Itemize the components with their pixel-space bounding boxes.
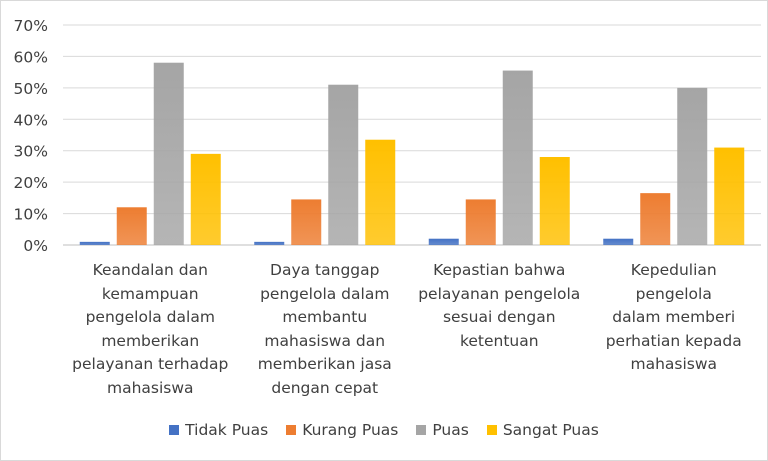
y-tick-label: 40% [14, 111, 48, 129]
x-category-label-line: pengelola dalam [260, 284, 390, 303]
bar-sangat-puas [190, 153, 221, 245]
legend-label: Tidak Puas [185, 421, 269, 439]
y-tick-label: 70% [14, 17, 48, 35]
legend-label: Puas [432, 421, 469, 439]
y-tick-label: 0% [23, 237, 48, 255]
x-category-label-line: dengan cepat [271, 378, 379, 397]
bar-tidak-puas [254, 241, 285, 245]
bar-sangat-puas [714, 147, 745, 245]
x-category-label-line: sesuai dengan [442, 308, 556, 326]
legend-label: Kurang Puas [302, 421, 399, 439]
legend-item: Kurang Puas [286, 421, 398, 439]
y-tick-label: 60% [14, 48, 48, 66]
legend-swatch [416, 425, 427, 435]
x-category-label-line: ketentuan [459, 331, 539, 350]
x-category-label-line: kemampuan [101, 284, 199, 303]
x-category-label-line: membantu [282, 308, 368, 326]
x-category-label-line: Kepedulian pengelola [630, 261, 717, 303]
bar-puas [502, 70, 533, 245]
legend-swatch [486, 425, 497, 435]
x-category-label: Keandalan dan kemampuan pengelola dalam mem… [68, 259, 233, 400]
x-category-label-line: mahasiswa dan [264, 331, 386, 350]
y-tick-label: 20% [14, 174, 48, 192]
y-tick-label: 30% [14, 143, 48, 161]
bar-tidak-puas [79, 241, 110, 245]
x-category-label-line: Kepastian bahwa [433, 261, 566, 279]
bar-kurang-puas [640, 193, 671, 245]
legend: Tidak Puas Kurang Puas Puas Sangat Puas [1, 421, 767, 439]
legend-label: Sangat Puas [502, 421, 599, 439]
x-category-label: Kepastian bahwa pelayanan pengelola sesuai… [417, 259, 582, 353]
legend-item: Sangat Puas [486, 421, 599, 439]
bar-kurang-puas [116, 207, 147, 245]
legend-swatch [169, 425, 180, 435]
bar-puas [153, 62, 184, 245]
x-category-label: Kepedulian pengelola dalam memberi perhati… [591, 259, 756, 377]
x-category-label-line: perhatian kepada [605, 331, 742, 350]
x-category-label-line: memberikan jasa [257, 355, 392, 373]
x-category-label-line: pelayanan pengelola [418, 284, 581, 303]
x-category-label-line: memberikan [101, 331, 200, 350]
x-category-label-line: Keandalan dan [92, 261, 208, 279]
x-category-label-line: mahasiswa [630, 355, 718, 373]
x-category-label-line: Daya tanggap [270, 261, 380, 279]
bar-puas [677, 87, 708, 245]
bar-sangat-puas [365, 139, 396, 245]
bar-kurang-puas [291, 199, 322, 245]
legend-item: Puas [416, 421, 469, 439]
bar-tidak-puas [603, 238, 634, 245]
bar-sangat-puas [539, 157, 570, 245]
y-tick-label: 50% [14, 80, 48, 98]
x-category-label-line: pengelola dalam [85, 308, 215, 326]
bar-kurang-puas [465, 199, 496, 245]
legend-swatch [286, 425, 297, 435]
x-category-label-line: pelayanan terhadap [72, 355, 229, 373]
bar-tidak-puas [428, 238, 459, 245]
x-category-label-line: dalam memberi [612, 308, 736, 326]
x-category-label: Daya tanggap pengelola dalam membantu mahas… [242, 259, 407, 400]
x-category-label-line: mahasiswa [106, 378, 194, 397]
legend-item: Tidak Puas [169, 421, 268, 439]
bar-puas [328, 84, 359, 245]
y-tick-label: 10% [14, 206, 48, 224]
